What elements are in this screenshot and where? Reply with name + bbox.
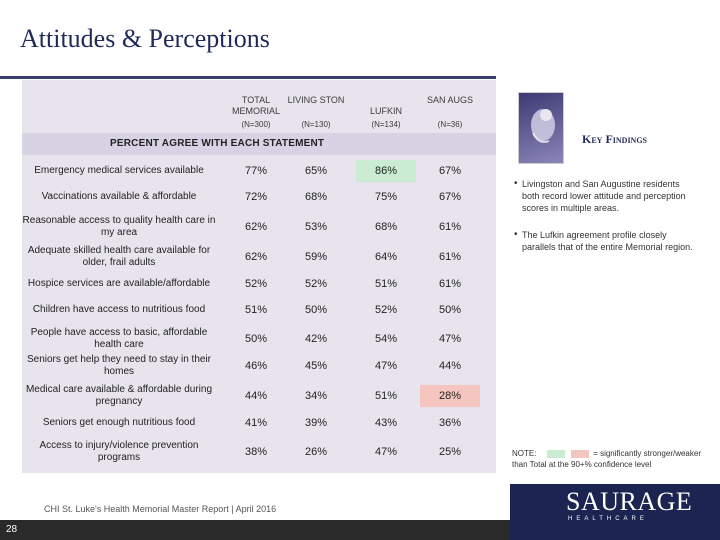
row-label: Emergency medical services available [34,165,204,176]
title-rule [0,76,496,79]
table-cell: 42% [304,333,328,345]
pink-swatch [570,449,589,458]
finding-text-1: Livingston and San Augustine residents b… [522,179,686,213]
table-cell: 62% [244,221,268,233]
col-header-total: TOTAL MEMORIAL [231,95,280,116]
table-cell: 51% [374,278,398,290]
finding-text-2: The Lufkin agreement profile closely par… [522,230,693,252]
band [22,133,496,155]
page-title: Attitudes & Perceptions [20,24,270,53]
table-cell: 39% [304,417,328,429]
table-cell: 67% [438,191,462,203]
brand-sub: HEALTHCARE [568,516,648,522]
col-n-livingston: (N=130) [301,120,331,129]
table-cell: 61% [438,221,462,233]
footer-bar [0,520,510,540]
table-cell: 61% [438,278,462,290]
footer-text: CHI St. Luke's Health Memorial Master Re… [44,504,277,514]
col-n-total: (N=300) [241,120,271,129]
table-cell: 25% [438,446,462,458]
table-cell: 43% [374,417,398,429]
table-cell: 65% [304,165,328,177]
row-label: Reasonable access to quality health care… [22,215,216,238]
row-label: People have access to basic, affordable … [30,327,208,350]
table-cell: 50% [304,304,328,316]
row-label: Access to injury/violence prevention pro… [39,440,199,463]
table-cell: 44% [438,360,462,372]
key-findings-heading: Key Findings [582,132,648,146]
col-header-livingston: LIVING STON [287,95,345,105]
table-cell: 52% [244,278,268,290]
table-cell: 38% [244,446,268,458]
brand-logo [510,484,720,540]
finding-bullet-2: • The Lufkin agreement profile closely p… [514,229,698,253]
table-cell: 54% [374,333,398,345]
finding-bullet-1: • Livingston and San Augustine residents… [514,178,698,214]
note-label: NOTE: [512,449,537,458]
col-header-sanaugs: SAN AUGS [426,95,473,105]
col-n-sanaugs: (N=36) [437,120,463,129]
col-n-lufkin: (N=134) [371,120,401,129]
band-label: PERCENT AGREE WITH EACH STATEMENT [110,138,325,149]
table-cell: 59% [304,251,328,263]
table-cell: 86% [356,160,416,182]
table-cell: 47% [374,446,398,458]
table-cell: 47% [438,333,462,345]
table-cell: 61% [438,251,462,263]
row-label: Seniors get help they need to stay in th… [26,354,211,377]
table-cell: 52% [374,304,398,316]
page-number: 28 [6,524,18,535]
table-cell: 52% [304,278,328,290]
table-cell: 47% [374,360,398,372]
row-label: Vaccinations available & affordable [41,191,197,202]
table-cell: 41% [244,417,268,429]
table-cell: 50% [244,333,268,345]
table-cell: 51% [374,390,398,402]
report-cover-thumbnail [518,92,564,164]
table-cell: 51% [244,304,268,316]
brand-name: SAURAGE [566,487,693,516]
table-cell: 68% [304,191,328,203]
table-cell: 26% [304,446,328,458]
table-cell: 45% [304,360,328,372]
fetus-image-icon [531,109,555,143]
table-cell: 62% [244,251,268,263]
table-cell: 68% [374,221,398,233]
col-header-lufkin: LUFKIN [369,106,402,116]
row-label: Adequate skilled health care available f… [27,245,211,268]
green-swatch [546,449,565,458]
table-cell: 64% [374,251,398,263]
row-label: Seniors get enough nutritious food [42,417,196,428]
table-cell: 34% [304,390,328,402]
table-cell: 28% [420,385,480,407]
row-label: Medical care available & affordable duri… [25,384,213,407]
table-cell: 50% [438,304,462,316]
row-label: Children have access to nutritious food [32,304,206,315]
bullet-icon: • [514,229,518,240]
table-cell: 67% [438,165,462,177]
table-cell: 44% [244,390,268,402]
significance-note: NOTE: = significantly stronger/weaker th… [512,448,712,470]
note-text: significantly stronger/weaker than Total… [512,449,701,469]
table-cell: 72% [244,191,268,203]
bullet-icon: • [514,178,518,189]
note-separator: = [593,449,598,458]
row-label: Hospice services are available/affordabl… [27,278,211,289]
table-cell: 77% [244,165,268,177]
table-cell: 75% [374,191,398,203]
table-cell: 53% [304,221,328,233]
table-cell: 36% [438,417,462,429]
table-cell: 46% [244,360,268,372]
